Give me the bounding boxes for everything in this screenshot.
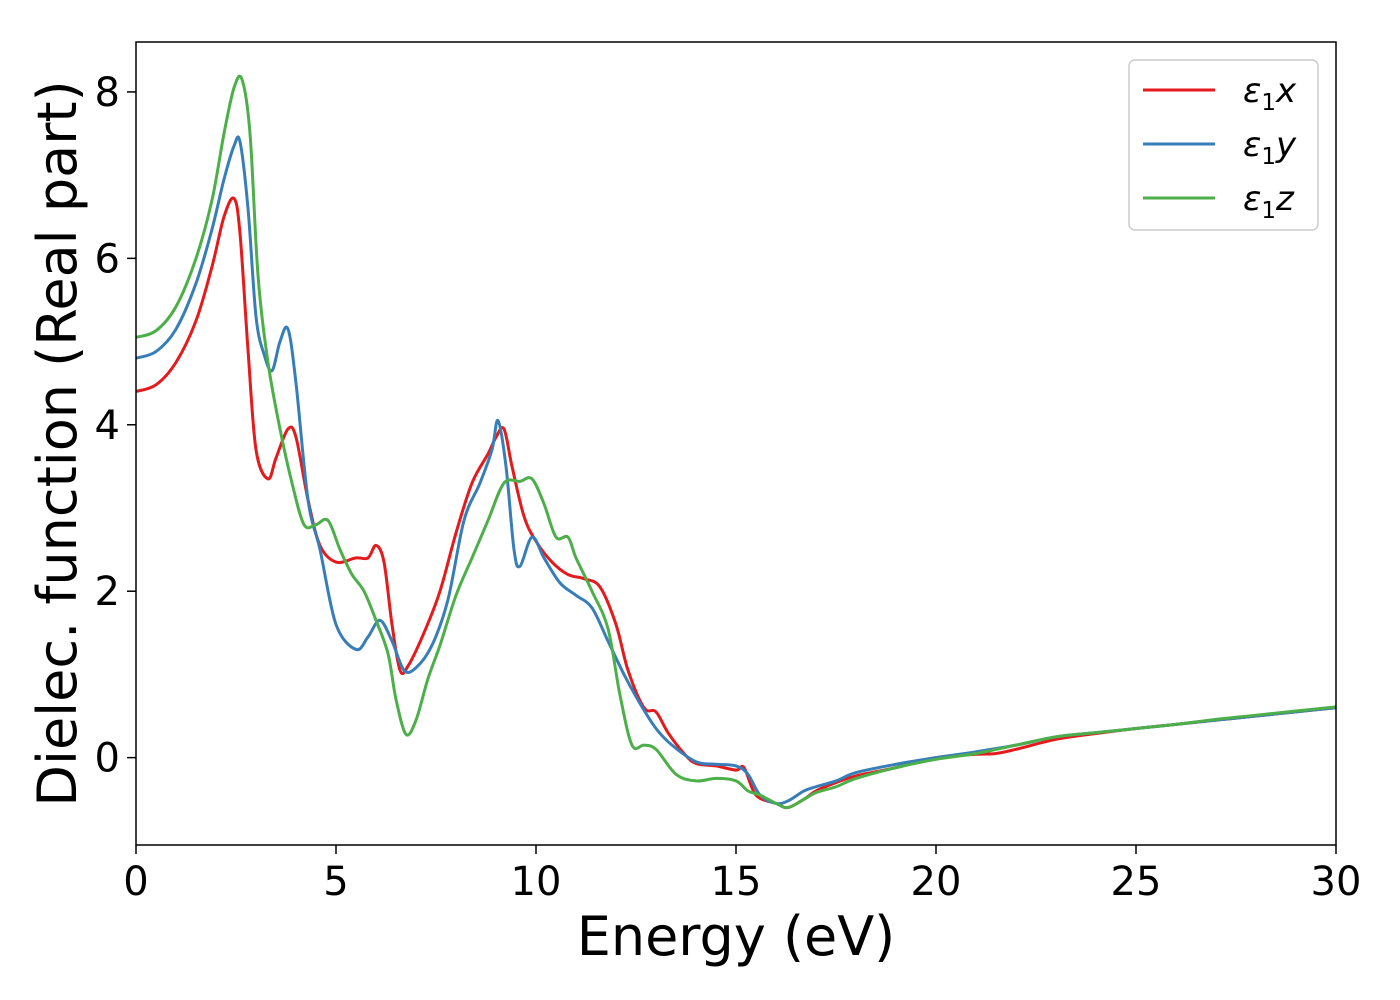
legend-label-z: ε1z [1243, 179, 1295, 224]
series-line-y [136, 135, 1336, 806]
x-tick-label: 25 [1111, 859, 1162, 905]
y-tick-label: 2 [95, 569, 120, 615]
x-tick-label: 10 [511, 859, 562, 905]
legend-box [1128, 59, 1319, 231]
plot-lines [136, 74, 1336, 810]
x-axis-label: Energy (eV) [577, 905, 896, 968]
series-line-x [136, 196, 1336, 810]
series-line-z [136, 74, 1336, 810]
x-tick-label: 20 [911, 859, 962, 905]
legend-label-y: ε1y [1243, 125, 1297, 170]
x-tick-label: 30 [1311, 859, 1362, 905]
y-axis-ticks: 0 2 4 6 8 [95, 70, 136, 782]
x-axis-ticks: 0 5 10 15 20 25 30 [123, 845, 1361, 905]
y-tick-label: 0 [95, 736, 120, 782]
y-tick-label: 4 [95, 403, 120, 449]
y-tick-label: 8 [95, 70, 120, 116]
x-tick-label: 0 [123, 859, 148, 905]
x-tick-label: 15 [711, 859, 762, 905]
legend-label-x: ε1x [1243, 71, 1297, 116]
y-axis-label: Dielec. function (Real part) [26, 80, 89, 806]
y-tick-label: 6 [95, 236, 120, 282]
legend: ε1x ε1y ε1z [1128, 59, 1319, 231]
x-tick-label: 5 [323, 859, 348, 905]
